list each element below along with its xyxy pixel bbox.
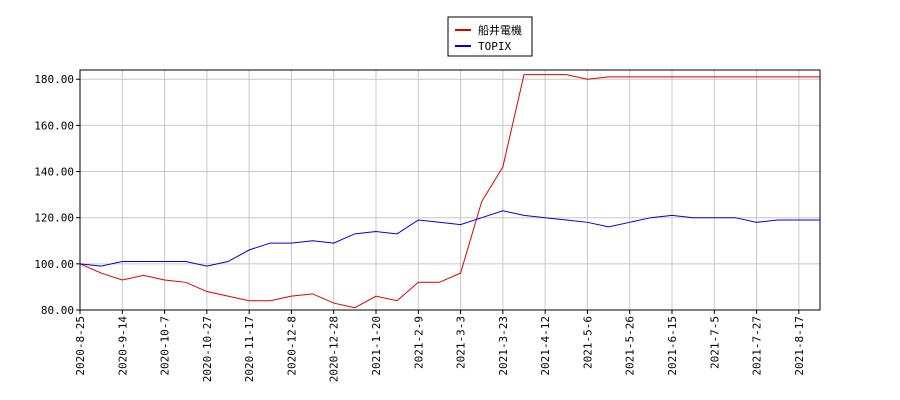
x-tick-label: 2021-7-5	[708, 316, 721, 369]
y-tick-label: 160.00	[34, 119, 74, 132]
legend-label: 船井電機	[478, 23, 522, 37]
x-tick-label: 2020-11-17	[243, 316, 256, 382]
x-tick-label: 2021-3-3	[455, 316, 468, 369]
legend-box	[447, 16, 533, 57]
x-tick-label: 2020-10-7	[159, 316, 172, 376]
x-tick-label: 2020-12-8	[285, 316, 298, 376]
x-tick-label: 2021-5-26	[624, 316, 637, 376]
x-tick-label: 2020-8-25	[74, 316, 87, 376]
x-tick-label: 2021-2-9	[412, 316, 425, 369]
y-tick-label: 140.00	[34, 166, 74, 179]
y-tick-label: 180.00	[34, 73, 74, 86]
plot-frame	[79, 69, 821, 311]
y-tick-label: 80.00	[41, 304, 74, 317]
x-tick-label: 2021-1-20	[370, 316, 383, 376]
x-tick-label: 2021-4-12	[539, 316, 552, 376]
x-tick-label: 2021-5-6	[581, 316, 594, 369]
x-tick-label: 2021-6-15	[666, 316, 679, 376]
legend-label: TOPIX	[478, 40, 511, 53]
x-tick-label: 2021-8-17	[793, 316, 806, 376]
x-tick-label: 2020-12-28	[328, 316, 341, 382]
x-tick-label: 2021-7-27	[751, 316, 764, 376]
y-tick-label: 120.00	[34, 212, 74, 225]
x-tick-label: 2020-10-27	[201, 316, 214, 382]
x-tick-label: 2021-3-23	[497, 316, 510, 376]
y-tick-label: 100.00	[34, 258, 74, 271]
series-line	[79, 74, 820, 309]
x-tick-label: 2020-9-14	[116, 316, 129, 376]
series-line	[79, 210, 820, 267]
